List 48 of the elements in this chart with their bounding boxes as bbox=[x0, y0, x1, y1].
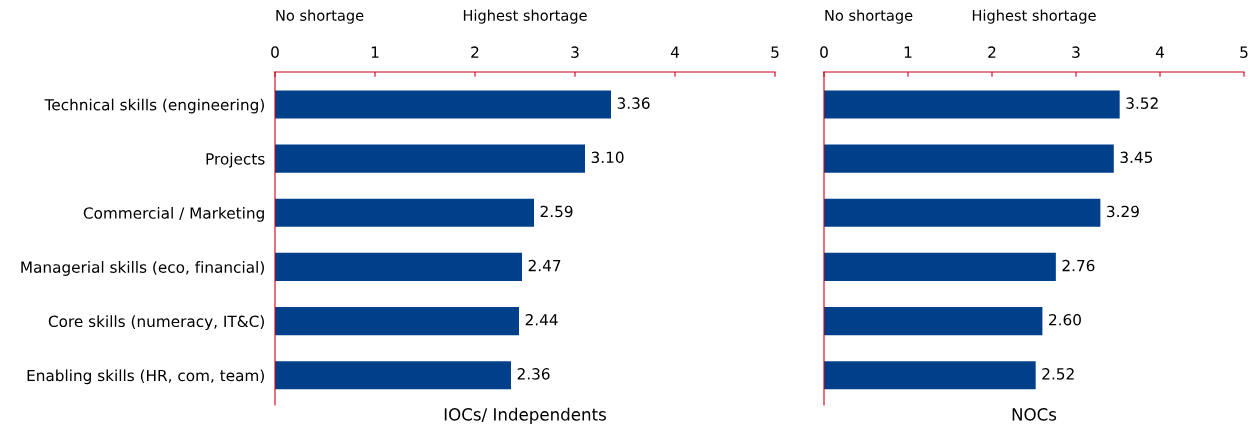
bar bbox=[275, 90, 611, 119]
bar bbox=[824, 144, 1114, 173]
y-tick-label: Enabling skills (HR, com, team) bbox=[27, 369, 264, 385]
x-tick-label: 1 bbox=[371, 46, 379, 58]
x-axis-title: NOCs bbox=[1012, 408, 1057, 421]
text: Highest shortage bbox=[972, 9, 1096, 24]
bar bbox=[824, 252, 1056, 281]
data-label: 2.52 bbox=[1042, 368, 1074, 380]
bar bbox=[275, 144, 585, 173]
data-label: 2.76 bbox=[1062, 259, 1095, 272]
bar bbox=[824, 307, 1043, 336]
x-tick-label: 4 bbox=[1155, 46, 1164, 58]
bar bbox=[275, 361, 511, 390]
y-tick-label: Technical skills (engineering) bbox=[44, 98, 264, 114]
x-tick-label: 2 bbox=[471, 46, 479, 58]
data-label: 3.10 bbox=[591, 151, 624, 164]
x-tick-label: 1 bbox=[904, 46, 912, 58]
y-tick-label: Managerial skills (eco, financial) bbox=[21, 261, 264, 276]
bar bbox=[824, 90, 1120, 119]
bar bbox=[275, 252, 522, 281]
bar bbox=[824, 361, 1036, 390]
data-label: 3.29 bbox=[1107, 205, 1139, 218]
text: No shortage bbox=[276, 9, 364, 24]
x-tick-label: 0 bbox=[271, 46, 279, 58]
bar bbox=[275, 198, 534, 227]
data-label: 2.60 bbox=[1049, 313, 1081, 326]
bar bbox=[275, 307, 519, 336]
y-tick-label: Projects bbox=[206, 152, 265, 168]
data-label: 2.59 bbox=[540, 205, 573, 218]
data-label: 3.45 bbox=[1120, 151, 1153, 164]
data-label: 3.36 bbox=[617, 97, 650, 109]
x-tick-label: 5 bbox=[1240, 46, 1248, 58]
data-label: 2.36 bbox=[517, 368, 550, 380]
text: No shortage bbox=[825, 9, 913, 24]
x-tick-label: 2 bbox=[988, 46, 996, 58]
x-tick-label: 4 bbox=[670, 46, 679, 58]
x-tick-label: 5 bbox=[771, 46, 779, 58]
y-tick-label: Core skills (numeracy, IT&C) bbox=[48, 315, 264, 331]
data-label: 3.52 bbox=[1126, 97, 1158, 109]
x-tick-label: 0 bbox=[820, 46, 828, 58]
data-label: 2.47 bbox=[528, 259, 561, 272]
x-axis-title: IOCs/ Independents bbox=[444, 407, 606, 424]
x-tick-label: 3 bbox=[1072, 46, 1080, 58]
y-tick-label: Commercial / Marketing bbox=[83, 206, 264, 222]
text: Highest shortage bbox=[463, 9, 587, 24]
x-tick-label: 3 bbox=[571, 46, 579, 58]
bar bbox=[824, 198, 1101, 227]
data-label: 2.44 bbox=[525, 313, 558, 326]
